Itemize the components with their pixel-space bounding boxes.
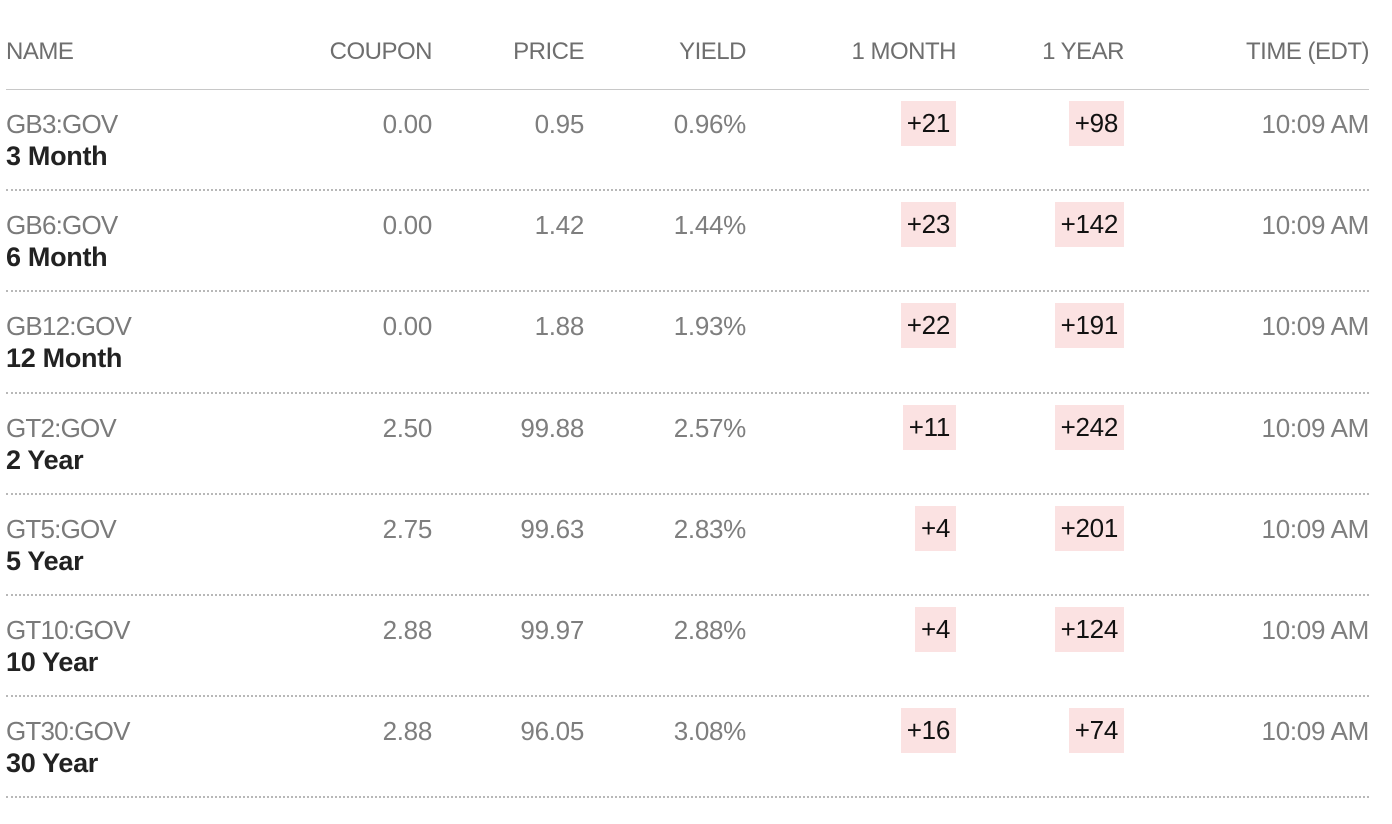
ticker-link[interactable]: GB6:GOV (6, 210, 118, 241)
one-month-change-badge: +4 (914, 505, 956, 551)
ticker-link[interactable]: GB12:GOV (6, 311, 132, 342)
column-header-yield[interactable]: YIELD (679, 38, 746, 65)
coupon-value: 2.88 (382, 614, 433, 645)
one-year-change-badge: +191 (1054, 303, 1124, 349)
yield-value: 0.96% (673, 109, 747, 139)
column-header-time[interactable]: TIME (EDT) (1246, 38, 1369, 65)
term-label: 3 Month (6, 141, 108, 171)
yield-value: 2.88% (673, 614, 747, 645)
table-row[interactable]: GB3:GOV 3 Month 0.00 0.95 0.96% +21 +98 … (6, 90, 1370, 192)
ticker-link[interactable]: GT30:GOV (6, 716, 130, 747)
yield-value: 3.08% (673, 716, 747, 747)
one-month-change-badge: +22 (900, 303, 956, 349)
time-value: 10:09 AM (1261, 109, 1370, 139)
table-row[interactable]: GB6:GOV 6 Month 0.00 1.42 1.44% +23 +142… (6, 191, 1370, 293)
ticker-link[interactable]: GT2:GOV (6, 412, 117, 443)
one-month-change-badge: +21 (900, 101, 956, 146)
price-value: 96.05 (520, 716, 584, 747)
time-value: 10:09 AM (1261, 614, 1370, 645)
time-value: 10:09 AM (1261, 311, 1370, 342)
time-value: 10:09 AM (1261, 412, 1370, 443)
term-label: 6 Month (6, 242, 108, 273)
time-value: 10:09 AM (1261, 716, 1370, 747)
coupon-value: 0.00 (382, 109, 433, 139)
table-row[interactable]: GT30:GOV 30 Year 2.88 96.05 3.08% +16 +7… (6, 697, 1370, 799)
term-label: 10 Year (6, 646, 99, 677)
table-row[interactable]: GT10:GOV 10 Year 2.88 99.97 2.88% +4 +12… (6, 596, 1370, 698)
yield-value: 2.83% (673, 513, 747, 544)
price-value: 0.95 (534, 109, 585, 139)
table-header: NAME COUPON PRICE YIELD 1 MONTH 1 YEAR T… (6, 0, 1369, 90)
table-row[interactable]: GT5:GOV 5 Year 2.75 99.63 2.83% +4 +201 … (6, 495, 1369, 596)
one-year-change-badge: +98 (1068, 101, 1124, 146)
one-year-change-badge: +242 (1054, 404, 1124, 450)
one-month-change-badge: +23 (900, 202, 956, 248)
price-value: 99.63 (520, 513, 584, 544)
yield-value: 1.93% (673, 311, 747, 342)
yield-value: 1.44% (673, 210, 747, 241)
column-header-1-month[interactable]: 1 MONTH (851, 38, 957, 65)
price-value: 1.42 (534, 210, 585, 241)
column-header-price[interactable]: PRICE (513, 38, 584, 65)
term-label: 5 Year (6, 545, 84, 576)
bond-yields-table: NAME COUPON PRICE YIELD 1 MONTH 1 YEAR T… (6, 0, 1370, 799)
coupon-value: 0.00 (382, 311, 433, 342)
ticker-link[interactable]: GB3:GOV (6, 109, 118, 139)
coupon-value: 0.00 (382, 210, 433, 241)
table-body: GB3:GOV 3 Month 0.00 0.95 0.96% +21 +98 … (6, 90, 1370, 799)
coupon-value: 2.75 (382, 513, 433, 544)
table-row[interactable]: GT2:GOV 2 Year 2.50 99.88 2.57% +11 +242… (6, 394, 1369, 495)
column-header-coupon[interactable]: COUPON (329, 38, 433, 65)
ticker-link[interactable]: GT10:GOV (6, 614, 130, 645)
price-value: 1.88 (534, 311, 585, 342)
one-month-change-badge: +11 (902, 404, 956, 450)
column-header-1-year[interactable]: 1 YEAR (1042, 38, 1124, 65)
one-month-change-badge: +4 (914, 606, 956, 652)
column-header-name[interactable]: NAME (6, 38, 74, 65)
term-label: 30 Year (6, 748, 99, 779)
one-year-change-badge: +124 (1054, 606, 1124, 652)
one-year-change-badge: +201 (1054, 505, 1124, 551)
one-year-change-badge: +74 (1068, 708, 1124, 754)
time-value: 10:09 AM (1261, 513, 1370, 544)
ticker-link[interactable]: GT5:GOV (6, 513, 117, 544)
price-value: 99.88 (520, 412, 584, 443)
coupon-value: 2.50 (382, 412, 433, 443)
one-year-change-badge: +142 (1054, 202, 1124, 248)
price-value: 99.97 (520, 614, 584, 645)
yield-value: 2.57% (673, 412, 747, 443)
term-label: 2 Year (6, 444, 84, 475)
table-row[interactable]: GB12:GOV 12 Month 0.00 1.88 1.93% +22 +1… (6, 292, 1370, 394)
one-month-change-badge: +16 (900, 708, 956, 754)
time-value: 10:09 AM (1261, 210, 1370, 241)
coupon-value: 2.88 (382, 716, 433, 747)
term-label: 12 Month (6, 343, 123, 374)
